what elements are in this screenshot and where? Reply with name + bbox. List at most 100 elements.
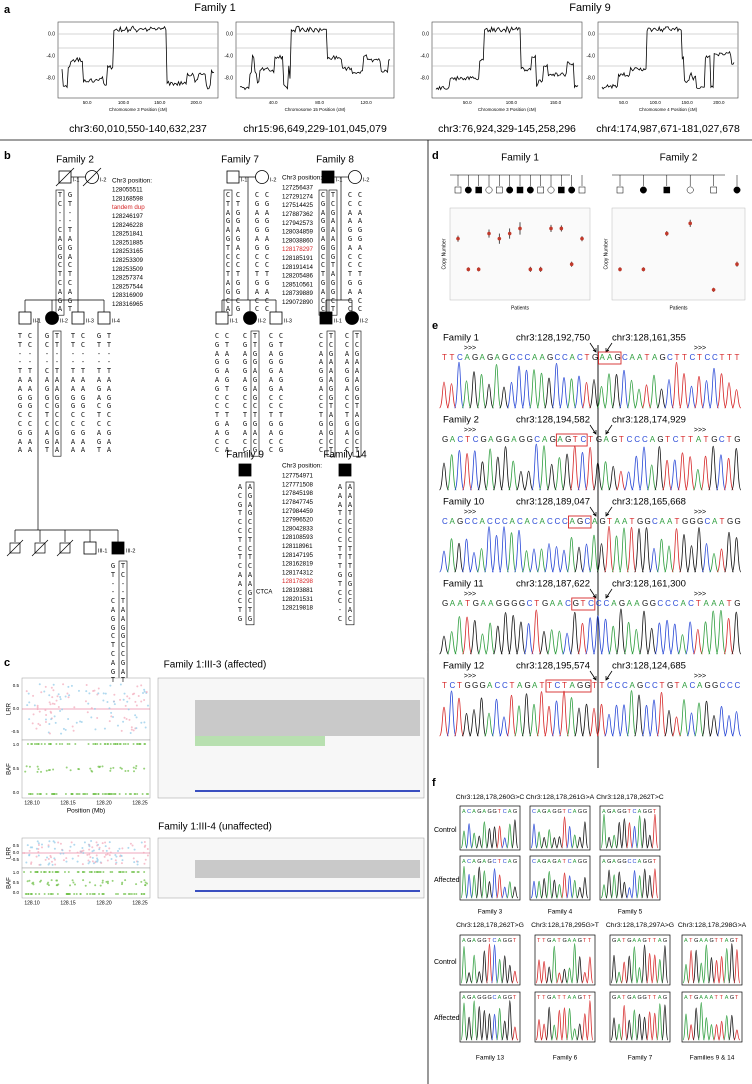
genotype-column: CGAGGAGCCTGACC	[254, 191, 260, 314]
lrr-point	[106, 853, 109, 856]
trace-peak	[569, 611, 580, 655]
baf-point	[73, 893, 76, 895]
baf-point	[111, 879, 114, 882]
trace-peak	[492, 456, 503, 491]
baf-point	[93, 893, 96, 895]
trace-peak	[605, 836, 613, 849]
male-symbol	[83, 541, 97, 555]
male-symbol	[338, 463, 352, 477]
genotype-column: ACGTCCTCTCAACCTG	[237, 483, 243, 623]
baf-point	[144, 884, 147, 887]
lrr-point	[35, 727, 38, 730]
sequence: ACAGAGCT CAG	[462, 859, 517, 865]
position: 128038860	[282, 237, 314, 244]
lrr-point	[91, 860, 94, 863]
family-title: Family 1	[194, 2, 236, 14]
trace-peak	[679, 699, 689, 737]
lrr-point	[87, 702, 90, 705]
lrr-point	[69, 845, 72, 848]
position: 127845198	[282, 490, 314, 497]
trace-peak	[585, 446, 596, 491]
trace-peak	[515, 621, 526, 655]
direction-marker: >>>	[694, 345, 706, 352]
baf-point	[124, 879, 127, 882]
trace-peak	[649, 699, 659, 737]
baf-point	[45, 793, 48, 795]
trace-peak	[540, 878, 548, 899]
lrr-point	[26, 844, 29, 847]
insertion-label: CTCA	[256, 590, 272, 596]
genotype-column: CCAAGGACCTGACC	[318, 332, 324, 455]
trace-peak	[697, 1002, 705, 1041]
trace-peak	[641, 704, 652, 737]
trace-peak	[566, 537, 577, 573]
baf-point	[69, 769, 72, 772]
arrow	[589, 424, 597, 435]
lrr-point	[96, 844, 99, 847]
lrr-point	[68, 849, 71, 852]
trace-peak	[677, 634, 688, 655]
baf-point	[96, 743, 99, 745]
lrr-point	[91, 856, 94, 859]
baf-point	[56, 871, 59, 873]
female-symbol	[686, 186, 694, 194]
lrr-point	[110, 858, 113, 861]
trace-peak	[651, 954, 659, 984]
junction-box	[555, 433, 588, 447]
male-symbol	[319, 311, 333, 325]
panel-label: d	[432, 150, 439, 162]
genotype-column: AAATCCCTTTGGCCAC	[347, 483, 353, 623]
baf-point	[90, 769, 93, 772]
copy-number-point	[456, 236, 460, 241]
breakpoint-left: chr3:128,194,582	[516, 415, 590, 426]
male-symbol	[71, 311, 85, 325]
plot-frame	[431, 21, 583, 99]
trace-peak	[611, 374, 622, 409]
trace-peak	[709, 715, 719, 737]
baf-point	[143, 879, 146, 882]
female-symbol	[506, 186, 514, 194]
lrr-point	[137, 695, 140, 698]
copy-number-point	[507, 231, 512, 236]
sequence: CAGAGGT CAGG	[532, 809, 587, 815]
lrr-point	[32, 713, 35, 716]
lrr-point	[57, 841, 60, 844]
trace-peak	[600, 618, 611, 655]
trace-peak	[475, 866, 483, 899]
lrr-point	[90, 707, 93, 710]
trace-peak	[554, 457, 565, 491]
lrr-point	[106, 859, 109, 862]
lrr-point	[97, 692, 100, 695]
baf-point	[111, 871, 114, 873]
lrr-point	[73, 706, 76, 709]
trace-peak	[586, 956, 594, 984]
trace-peak	[697, 962, 705, 984]
x-tick-label: 128.10	[24, 800, 40, 806]
trace-peak	[484, 526, 494, 573]
position: 128178297	[282, 246, 314, 253]
genotype-column: TCGAAAGGTAGGCT	[328, 332, 334, 455]
trace-peak	[589, 379, 599, 409]
trace-peak	[475, 835, 483, 849]
lrr-point	[38, 710, 41, 713]
baf-frame	[21, 739, 151, 799]
trace-peak	[546, 629, 557, 655]
baf-point	[27, 893, 30, 895]
position: 129072890	[282, 299, 314, 306]
baf-point	[26, 880, 29, 883]
trace-peak	[661, 1004, 669, 1041]
trace-peak	[496, 825, 504, 849]
y-tick-label: -0.5	[11, 729, 19, 734]
baf-point	[43, 893, 46, 895]
baf-point	[56, 879, 59, 882]
baf-point	[37, 743, 40, 745]
trace-peak	[669, 623, 680, 655]
lrr-point	[44, 685, 47, 688]
trace-peak	[671, 528, 682, 573]
lrr-point	[113, 693, 116, 696]
chromatogram-frame	[529, 855, 591, 901]
lrr-point	[28, 849, 31, 852]
trace-peak	[561, 872, 568, 899]
trace-peak	[728, 943, 736, 984]
lrr-point	[29, 846, 32, 849]
